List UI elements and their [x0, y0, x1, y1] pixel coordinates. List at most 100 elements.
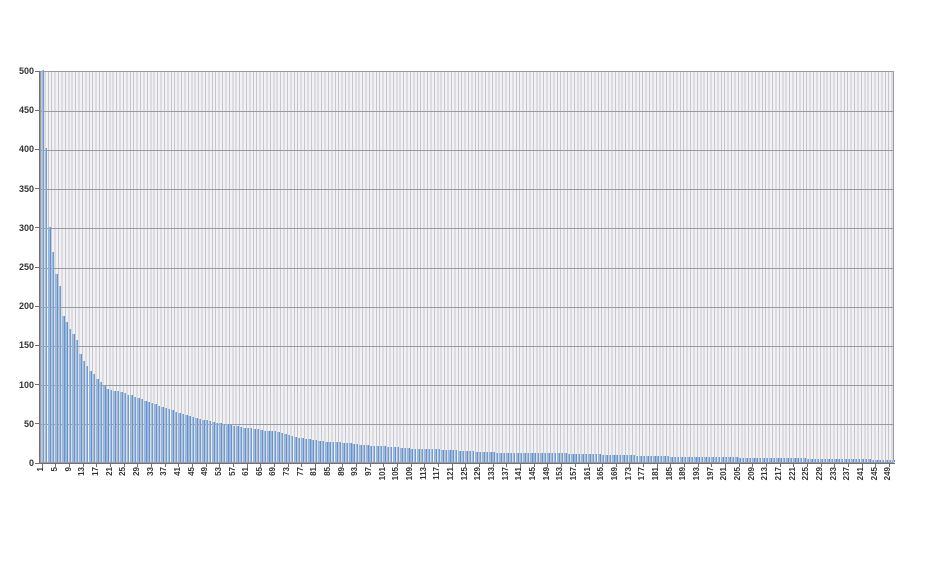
bar — [51, 251, 55, 462]
bar — [304, 439, 308, 462]
bar — [806, 458, 810, 462]
x-axis-tick — [383, 464, 385, 467]
bar — [748, 458, 752, 462]
x-axis-label: 37 — [159, 467, 169, 476]
bar — [376, 446, 379, 462]
x-axis-tick — [847, 464, 849, 467]
bar — [410, 448, 413, 462]
y-axis-tick — [35, 384, 39, 386]
x-axis-tick — [219, 464, 221, 467]
bar — [509, 452, 513, 462]
bar — [140, 399, 144, 462]
y-axis-label: 300 — [18, 222, 34, 233]
bar — [44, 148, 48, 462]
bar — [581, 454, 584, 462]
bar — [441, 450, 444, 462]
bar — [571, 454, 574, 462]
bar — [721, 457, 724, 462]
bar — [325, 441, 328, 462]
x-axis-label: 89 — [336, 467, 346, 476]
bar — [307, 439, 311, 462]
y-axis-tick — [35, 462, 39, 464]
bar — [215, 422, 219, 462]
bar — [448, 450, 451, 462]
bar — [126, 394, 130, 462]
bar — [130, 395, 133, 462]
x-axis-label: 233 — [828, 467, 838, 481]
bar — [827, 458, 830, 462]
bar — [714, 457, 718, 462]
x-axis-tick — [82, 464, 84, 467]
gridline-horizontal — [41, 228, 893, 230]
bar — [314, 440, 318, 462]
x-axis-label: 97 — [364, 467, 374, 476]
bar — [646, 455, 649, 462]
gridline-horizontal — [41, 345, 893, 347]
x-axis-label: 73 — [282, 467, 292, 476]
bar — [205, 420, 209, 462]
bar — [847, 458, 851, 462]
x-axis-label: 157 — [569, 467, 579, 481]
y-axis-line — [39, 71, 40, 464]
bar — [297, 437, 301, 462]
bar — [72, 334, 75, 462]
gridline-horizontal — [41, 110, 893, 112]
x-axis-label: 9 — [63, 467, 73, 472]
x-axis-tick — [779, 464, 781, 467]
x-axis-label: 101 — [377, 467, 387, 481]
bar — [198, 418, 202, 462]
x-axis-label: 181 — [651, 467, 661, 481]
x-axis-tick — [738, 464, 740, 467]
bar — [601, 454, 605, 462]
bar — [775, 458, 779, 462]
x-axis-label: 5 — [49, 467, 59, 472]
bar — [605, 454, 608, 462]
x-axis-label: 213 — [760, 467, 770, 481]
bar — [653, 455, 656, 462]
x-axis-tick — [137, 464, 139, 467]
bar — [857, 458, 861, 462]
bar — [256, 429, 260, 462]
bar — [875, 459, 878, 462]
bar — [379, 446, 383, 462]
bar — [629, 454, 632, 462]
bar — [318, 440, 321, 462]
bar — [294, 436, 297, 462]
bar — [195, 418, 198, 462]
y-axis-label: 100 — [18, 379, 34, 390]
x-axis-label: 61 — [241, 467, 251, 476]
bar — [553, 453, 557, 462]
y-axis-tick — [35, 266, 39, 268]
y-axis-label: 50 — [23, 418, 34, 429]
bar — [506, 452, 509, 462]
y-axis-label: 400 — [18, 144, 34, 155]
bar — [690, 456, 694, 462]
bar — [444, 450, 448, 462]
bar — [830, 458, 834, 462]
bar — [676, 456, 680, 462]
bar — [512, 452, 516, 462]
bar — [519, 452, 523, 462]
bar — [454, 450, 458, 462]
bar — [280, 433, 284, 462]
bar — [854, 458, 858, 462]
x-axis-tick — [820, 464, 822, 467]
bar — [267, 430, 270, 462]
bar — [779, 458, 782, 462]
x-axis-tick — [123, 464, 125, 467]
x-axis-tick — [69, 464, 71, 467]
x-axis-label: 65 — [254, 467, 264, 476]
bar — [694, 456, 697, 462]
bar — [834, 458, 837, 462]
x-axis-label: 161 — [582, 467, 592, 481]
bar — [489, 451, 492, 462]
x-axis-label: 17 — [90, 467, 100, 476]
bar — [680, 456, 683, 462]
x-axis-tick — [670, 464, 672, 467]
x-axis-tick — [424, 464, 426, 467]
x-axis-tick — [410, 464, 412, 467]
bar — [458, 451, 461, 462]
y-axis-tick — [35, 423, 39, 425]
x-axis-tick — [328, 464, 330, 467]
x-axis-label: 137 — [500, 467, 510, 481]
